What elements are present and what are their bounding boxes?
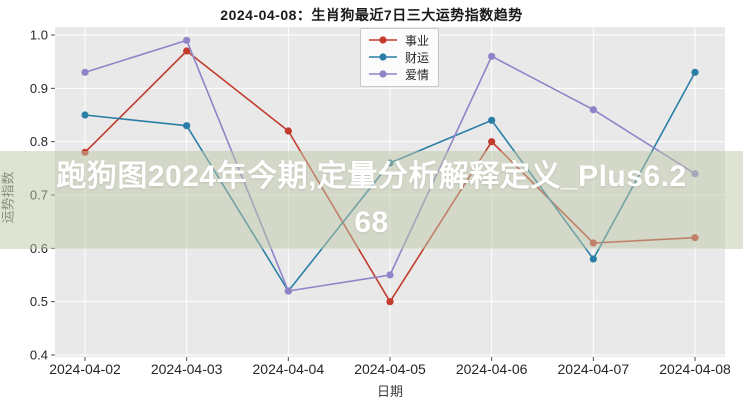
- x-tick-label: 2024-04-03: [151, 361, 223, 377]
- x-tick-label: 2024-04-06: [456, 361, 528, 377]
- x-tick-label: 2024-04-02: [49, 361, 121, 377]
- legend-label: 爱情: [405, 67, 430, 82]
- legend-label: 事业: [405, 33, 430, 48]
- legend-entry-事业: 事业: [368, 32, 429, 48]
- data-point-爱情: [488, 52, 496, 60]
- chart-title: 2024-04-08：生肖狗最近7日三大运势指数趋势: [220, 7, 523, 23]
- data-point-事业: [284, 127, 292, 135]
- data-point-财运: [589, 255, 597, 263]
- legend-entry-财运: 财运: [368, 49, 429, 65]
- data-point-爱情: [81, 68, 89, 76]
- watermark-text-line-1: 跑狗图2024年今期,定量分析解释定义_Plus6.2: [56, 160, 687, 193]
- data-point-爱情: [284, 287, 292, 295]
- data-point-事业: [183, 47, 191, 55]
- watermark-band: 跑狗图2024年今期,定量分析解释定义_Plus6.2 68: [0, 151, 743, 249]
- data-point-爱情: [183, 36, 191, 44]
- x-tick-label: 2024-04-04: [253, 361, 325, 377]
- data-point-财运: [691, 68, 699, 76]
- legend: 事业 财运 爱情: [360, 28, 440, 87]
- y-tick-label: 0.4: [30, 348, 48, 363]
- data-point-财运: [81, 111, 89, 119]
- data-point-爱情: [589, 106, 597, 114]
- x-tick-label: 2024-04-05: [354, 361, 426, 377]
- data-point-爱情: [386, 271, 394, 279]
- data-point-事业: [488, 138, 496, 146]
- watermark-text-line-2: 68: [354, 206, 389, 239]
- x-axis-label: 日期: [376, 384, 403, 399]
- legend-marker-icon: [369, 36, 397, 44]
- legend-label: 财运: [405, 50, 430, 65]
- y-tick-label: 0.9: [30, 81, 48, 96]
- x-tick-label: 2024-04-07: [558, 361, 630, 377]
- data-point-事业: [386, 298, 394, 306]
- data-point-财运: [183, 122, 191, 130]
- y-tick-label: 1.0: [30, 28, 48, 43]
- data-point-财运: [488, 116, 496, 124]
- legend-marker-icon: [369, 70, 397, 78]
- x-tick-label: 2024-04-08: [659, 361, 731, 377]
- legend-entry-爱情: 爱情: [368, 66, 429, 82]
- y-tick-label: 0.8: [30, 134, 48, 149]
- legend-marker-icon: [369, 53, 397, 61]
- y-tick-label: 0.5: [30, 294, 48, 309]
